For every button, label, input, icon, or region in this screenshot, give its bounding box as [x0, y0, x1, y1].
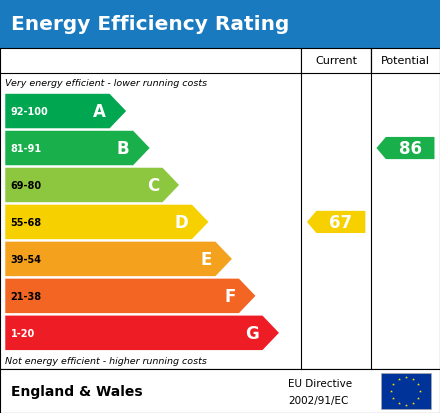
Bar — [0, 369, 440, 413]
Polygon shape — [5, 131, 150, 166]
Text: 55-68: 55-68 — [11, 217, 42, 228]
Text: EU Directive: EU Directive — [288, 378, 352, 388]
Text: Energy Efficiency Rating: Energy Efficiency Rating — [11, 15, 290, 34]
Polygon shape — [377, 138, 434, 160]
Polygon shape — [5, 316, 279, 350]
Text: 1-20: 1-20 — [11, 328, 35, 338]
Text: 2002/91/EC: 2002/91/EC — [288, 395, 348, 405]
Polygon shape — [5, 205, 209, 240]
Text: Not energy efficient - higher running costs: Not energy efficient - higher running co… — [5, 356, 207, 365]
Text: Potential: Potential — [381, 56, 430, 66]
Polygon shape — [5, 169, 179, 203]
Text: 21-38: 21-38 — [11, 291, 42, 301]
Bar — [0, 0, 440, 49]
Polygon shape — [5, 242, 232, 276]
Text: 69-80: 69-80 — [11, 180, 42, 190]
Text: C: C — [147, 176, 159, 195]
Bar — [381, 373, 431, 409]
Text: D: D — [175, 214, 188, 231]
Polygon shape — [307, 211, 365, 233]
Text: Current: Current — [315, 56, 357, 66]
Bar — [0, 49, 440, 369]
Text: F: F — [224, 287, 235, 305]
Text: G: G — [245, 324, 259, 342]
Text: 86: 86 — [399, 140, 422, 158]
Text: 39-54: 39-54 — [11, 254, 41, 264]
Text: England & Wales: England & Wales — [11, 384, 143, 398]
Text: 81-91: 81-91 — [11, 144, 42, 154]
Polygon shape — [5, 95, 126, 129]
Text: 67: 67 — [329, 214, 352, 231]
Text: A: A — [93, 103, 106, 121]
Text: E: E — [201, 250, 212, 268]
Bar — [301, 49, 371, 74]
Text: 92-100: 92-100 — [11, 107, 48, 117]
Bar — [0, 49, 301, 74]
Text: B: B — [117, 140, 130, 158]
Text: Very energy efficient - lower running costs: Very energy efficient - lower running co… — [5, 79, 207, 88]
Polygon shape — [5, 279, 256, 313]
Bar — [371, 49, 440, 74]
